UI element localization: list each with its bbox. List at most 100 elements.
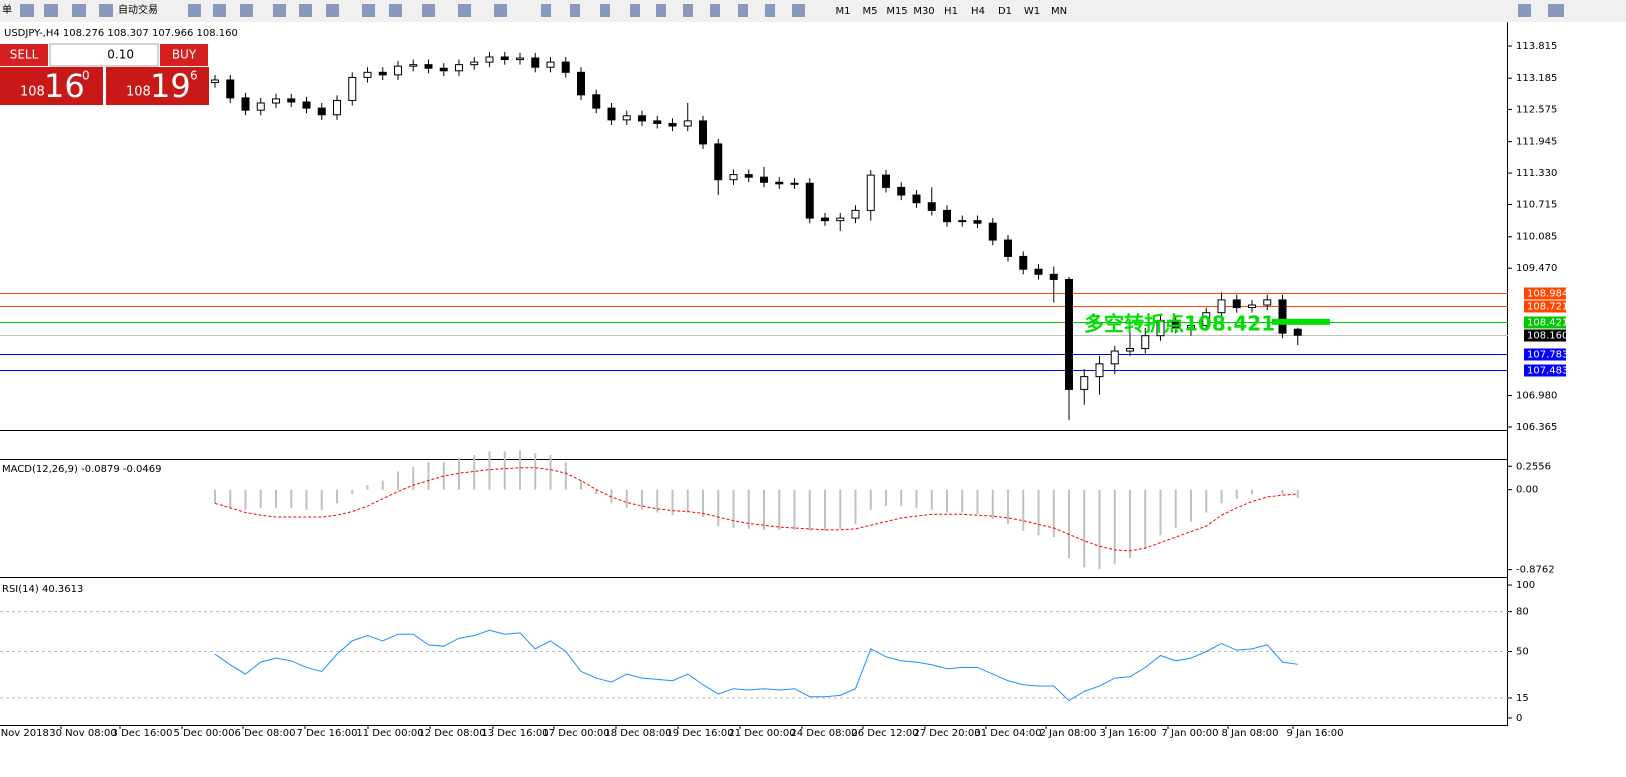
candle-body <box>973 220 982 224</box>
buy-button[interactable] <box>160 44 208 66</box>
timeframe-button[interactable]: D1 <box>998 6 1012 17</box>
y-tick-label: 109.470 <box>1516 263 1557 274</box>
candle-body <box>1293 328 1302 336</box>
toolbar <box>0 0 1626 22</box>
timeframe-button[interactable]: H4 <box>971 6 985 17</box>
candle-body <box>744 174 753 178</box>
timeframe-button[interactable]: MN <box>1051 6 1067 17</box>
candle-body <box>1126 347 1134 352</box>
timeframe-button[interactable]: M1 <box>836 6 851 17</box>
icon[interactable] <box>99 4 113 17</box>
icon[interactable] <box>683 4 693 17</box>
icon[interactable] <box>44 4 58 17</box>
y-tick-label: 0 <box>1516 713 1522 724</box>
candle-body <box>424 64 433 69</box>
lot-input[interactable] <box>49 43 159 67</box>
candle-body <box>409 64 418 67</box>
timeframe-button[interactable]: M15 <box>886 6 907 17</box>
sell-price-box[interactable] <box>0 67 103 105</box>
candle-body <box>1156 319 1165 337</box>
sell-price-big: 108 <box>20 85 45 100</box>
icon[interactable] <box>422 4 435 17</box>
icon[interactable] <box>710 4 720 17</box>
candle-body <box>1019 255 1028 270</box>
candle-body <box>653 120 662 124</box>
icon[interactable] <box>630 4 640 17</box>
y-tick-label: -0.8762 <box>1516 565 1555 576</box>
icon[interactable] <box>299 4 312 17</box>
candle-body <box>1187 324 1195 329</box>
icon[interactable] <box>541 4 551 17</box>
y-tick-label: 100 <box>1516 580 1535 591</box>
x-tick-label: 7 Dec 16:00 <box>297 728 358 739</box>
y-tick-label: 0.2556 <box>1516 461 1551 472</box>
icon[interactable] <box>600 4 610 17</box>
buy-price-sup: 6 <box>190 69 198 83</box>
autotrade-button[interactable]: 自动交易 <box>118 3 158 16</box>
candle-body <box>470 61 479 66</box>
candle-body <box>1141 335 1150 349</box>
timeframe-button[interactable]: M30 <box>913 6 934 17</box>
candle-body <box>1263 299 1272 306</box>
sell-label[interactable]: SELL <box>10 48 39 62</box>
icon[interactable] <box>72 4 86 17</box>
price-level-label: 108.984 <box>1527 289 1568 300</box>
price-level-tag <box>1524 316 1566 329</box>
timeframe-button[interactable]: H1 <box>944 6 958 17</box>
timeframe-button[interactable]: M5 <box>863 6 878 17</box>
price-level-label: 107.783 <box>1527 350 1568 361</box>
buy-price-box[interactable] <box>106 67 209 105</box>
candle-body <box>1095 363 1104 378</box>
lot-value[interactable]: 0.10 <box>107 48 134 62</box>
x-tick-label: 17 Dec 00:00 <box>542 728 609 739</box>
symbol-header: USDJPY-,H4 108.276 108.307 107.966 108.1… <box>4 28 238 39</box>
icon[interactable] <box>240 4 253 17</box>
y-tick-label: 113.815 <box>1516 41 1557 52</box>
icon[interactable] <box>570 4 580 17</box>
candle-body <box>988 222 997 241</box>
icon[interactable] <box>188 4 201 17</box>
icon[interactable] <box>765 4 775 17</box>
y-tick-label: 111.330 <box>1516 168 1557 179</box>
timeframes: M1 M5 M15 M30 H1 H4 D1 W1 MN <box>836 6 1068 17</box>
candle-body <box>897 186 906 196</box>
price-level-tag <box>1524 364 1566 377</box>
candle-body <box>455 64 463 72</box>
price-level-tag <box>1524 300 1566 313</box>
candle-body <box>1034 268 1043 275</box>
icon[interactable] <box>389 4 402 17</box>
candle-body <box>699 120 707 145</box>
x-tick-label: 12 Dec 08:00 <box>418 728 485 739</box>
icon[interactable] <box>273 4 286 17</box>
candle-body <box>958 220 967 223</box>
icon[interactable] <box>213 4 226 17</box>
icon[interactable] <box>656 4 666 17</box>
x-tick-label: 8 Jan 08:00 <box>1222 728 1279 739</box>
price-level-label: 108.160 <box>1527 331 1568 342</box>
icon[interactable] <box>738 4 748 17</box>
icon[interactable] <box>1518 4 1531 17</box>
annotation: 多空转折点108.421 <box>1084 311 1275 335</box>
icon[interactable] <box>494 4 507 17</box>
x-tick-label: 21 Dec 00:00 <box>728 728 795 739</box>
buy-label[interactable]: BUY <box>172 48 197 62</box>
sell-button[interactable] <box>0 44 48 66</box>
candle-body <box>638 115 646 122</box>
icon[interactable] <box>20 4 34 17</box>
candle-body <box>714 143 723 181</box>
icon[interactable] <box>326 4 339 17</box>
timeframe-button[interactable]: W1 <box>1024 6 1040 17</box>
trade-panel: SELL 0.10 BUY 108 16 0 108 19 6 <box>0 43 209 105</box>
price-level-label: 107.483 <box>1527 366 1568 377</box>
candle-body <box>1004 239 1012 257</box>
candle-body <box>1065 278 1073 390</box>
rsi-title: RSI(14) 40.3613 <box>2 584 83 595</box>
candle-body <box>607 107 616 121</box>
icon[interactable] <box>362 4 375 17</box>
menu-label[interactable]: 单 <box>2 4 12 16</box>
icon[interactable] <box>458 4 471 17</box>
icon[interactable] <box>792 4 805 17</box>
icon[interactable] <box>1548 4 1564 17</box>
y-tick-label: 112.575 <box>1516 104 1557 115</box>
candle-body <box>394 65 402 76</box>
